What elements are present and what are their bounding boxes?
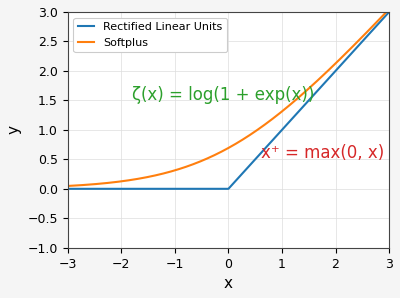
Line: Softplus: Softplus	[68, 9, 389, 186]
Softplus	[98, 182, 103, 185]
Softplus	[322, 72, 326, 76]
Rectified Linear Units	[207, 187, 212, 191]
Text: ζ(x) = log(1 + exp(x)): ζ(x) = log(1 + exp(x))	[132, 86, 314, 104]
Rectified Linear Units	[316, 88, 321, 92]
Softplus	[316, 78, 321, 82]
Softplus	[195, 161, 200, 164]
Softplus	[207, 156, 212, 159]
Text: x⁺ = max(0, x): x⁺ = max(0, x)	[260, 144, 384, 162]
Line: Rectified Linear Units: Rectified Linear Units	[68, 12, 389, 189]
Rectified Linear Units	[286, 121, 291, 125]
Softplus	[65, 184, 70, 188]
Y-axis label: y: y	[7, 125, 22, 134]
Rectified Linear Units	[98, 187, 103, 191]
X-axis label: x: x	[224, 276, 233, 291]
Legend: Rectified Linear Units, Softplus: Rectified Linear Units, Softplus	[73, 18, 227, 52]
Rectified Linear Units	[387, 10, 392, 14]
Rectified Linear Units	[65, 187, 70, 191]
Softplus	[286, 104, 291, 108]
Softplus	[387, 7, 392, 11]
Rectified Linear Units	[322, 82, 326, 85]
Rectified Linear Units	[195, 187, 200, 191]
